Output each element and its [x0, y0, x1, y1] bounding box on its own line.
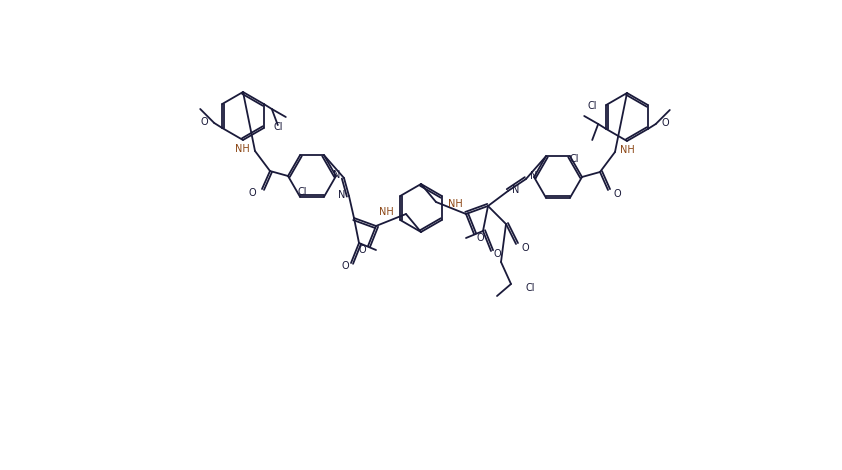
- Text: Cl: Cl: [297, 187, 306, 197]
- Text: N: N: [530, 171, 537, 181]
- Text: N: N: [338, 190, 345, 200]
- Text: O: O: [358, 245, 365, 255]
- Text: Cl: Cl: [588, 101, 597, 111]
- Text: NH: NH: [620, 145, 635, 155]
- Text: NH: NH: [448, 199, 463, 209]
- Text: Cl: Cl: [525, 283, 535, 293]
- Text: O: O: [200, 117, 208, 127]
- Text: N: N: [512, 185, 520, 195]
- Text: N: N: [333, 170, 340, 180]
- Text: O: O: [493, 249, 501, 259]
- Text: O: O: [341, 261, 349, 271]
- Text: Cl: Cl: [273, 122, 283, 132]
- Text: O: O: [662, 118, 669, 128]
- Text: O: O: [522, 243, 530, 253]
- Text: O: O: [248, 188, 256, 198]
- Text: NH: NH: [235, 144, 250, 154]
- Text: O: O: [477, 233, 484, 243]
- Text: NH: NH: [379, 207, 394, 217]
- Text: Cl: Cl: [570, 154, 579, 164]
- Text: O: O: [614, 189, 621, 199]
